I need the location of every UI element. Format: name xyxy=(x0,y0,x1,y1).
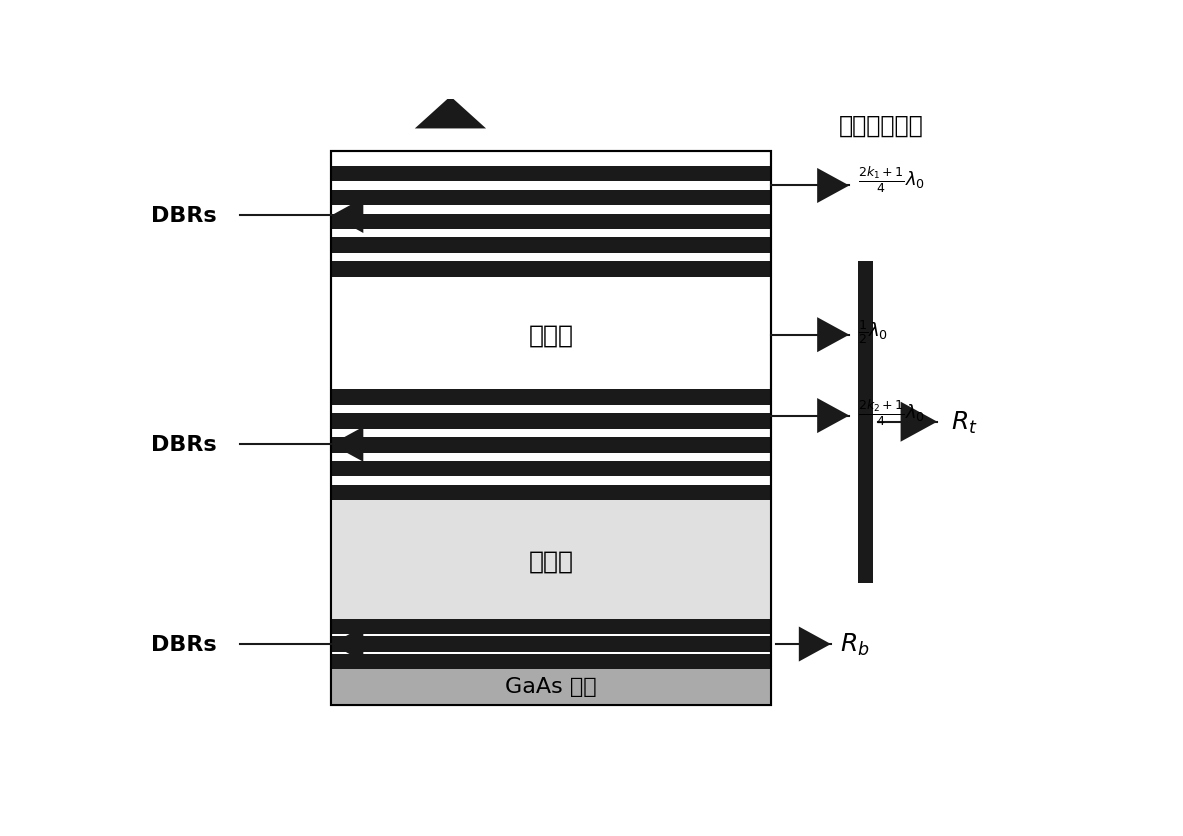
Bar xyxy=(331,654,771,670)
Polygon shape xyxy=(534,65,606,97)
Polygon shape xyxy=(817,318,849,353)
Bar xyxy=(331,152,771,706)
Polygon shape xyxy=(331,627,363,662)
Bar xyxy=(331,191,771,206)
Bar xyxy=(331,238,771,253)
Bar xyxy=(331,390,771,405)
Text: 有源腔: 有源腔 xyxy=(529,548,574,573)
Text: $\frac{2k_1+1}{4}\lambda_0$: $\frac{2k_1+1}{4}\lambda_0$ xyxy=(859,165,925,196)
Text: $R_t$: $R_t$ xyxy=(951,409,978,436)
Bar xyxy=(331,667,771,706)
Bar xyxy=(331,262,771,278)
Text: DBRs: DBRs xyxy=(151,206,216,227)
Bar xyxy=(331,214,771,230)
Bar xyxy=(331,152,771,706)
Bar xyxy=(331,485,771,501)
Text: $R_b$: $R_b$ xyxy=(840,631,870,657)
Text: 输入输出信号: 输入输出信号 xyxy=(839,114,924,138)
Polygon shape xyxy=(415,97,486,130)
Polygon shape xyxy=(817,399,849,434)
Polygon shape xyxy=(900,402,937,442)
Bar xyxy=(859,261,873,584)
Bar xyxy=(331,437,771,453)
Bar xyxy=(331,636,771,652)
Text: DBRs: DBRs xyxy=(151,635,216,655)
Polygon shape xyxy=(331,427,363,462)
Polygon shape xyxy=(799,627,830,662)
Text: GaAs 底层: GaAs 底层 xyxy=(505,676,597,696)
Bar xyxy=(331,619,771,635)
Text: $\frac{1}{2}\lambda_0$: $\frac{1}{2}\lambda_0$ xyxy=(859,319,888,346)
Polygon shape xyxy=(817,169,849,204)
Bar xyxy=(331,166,771,182)
Bar xyxy=(331,499,771,622)
Text: 间隔层: 间隔层 xyxy=(529,324,574,347)
Bar xyxy=(331,414,771,429)
Text: $\frac{2k_2+1}{4}\lambda_0$: $\frac{2k_2+1}{4}\lambda_0$ xyxy=(859,397,925,428)
Bar xyxy=(331,461,771,477)
Text: DBRs: DBRs xyxy=(151,435,216,455)
Polygon shape xyxy=(331,199,363,234)
